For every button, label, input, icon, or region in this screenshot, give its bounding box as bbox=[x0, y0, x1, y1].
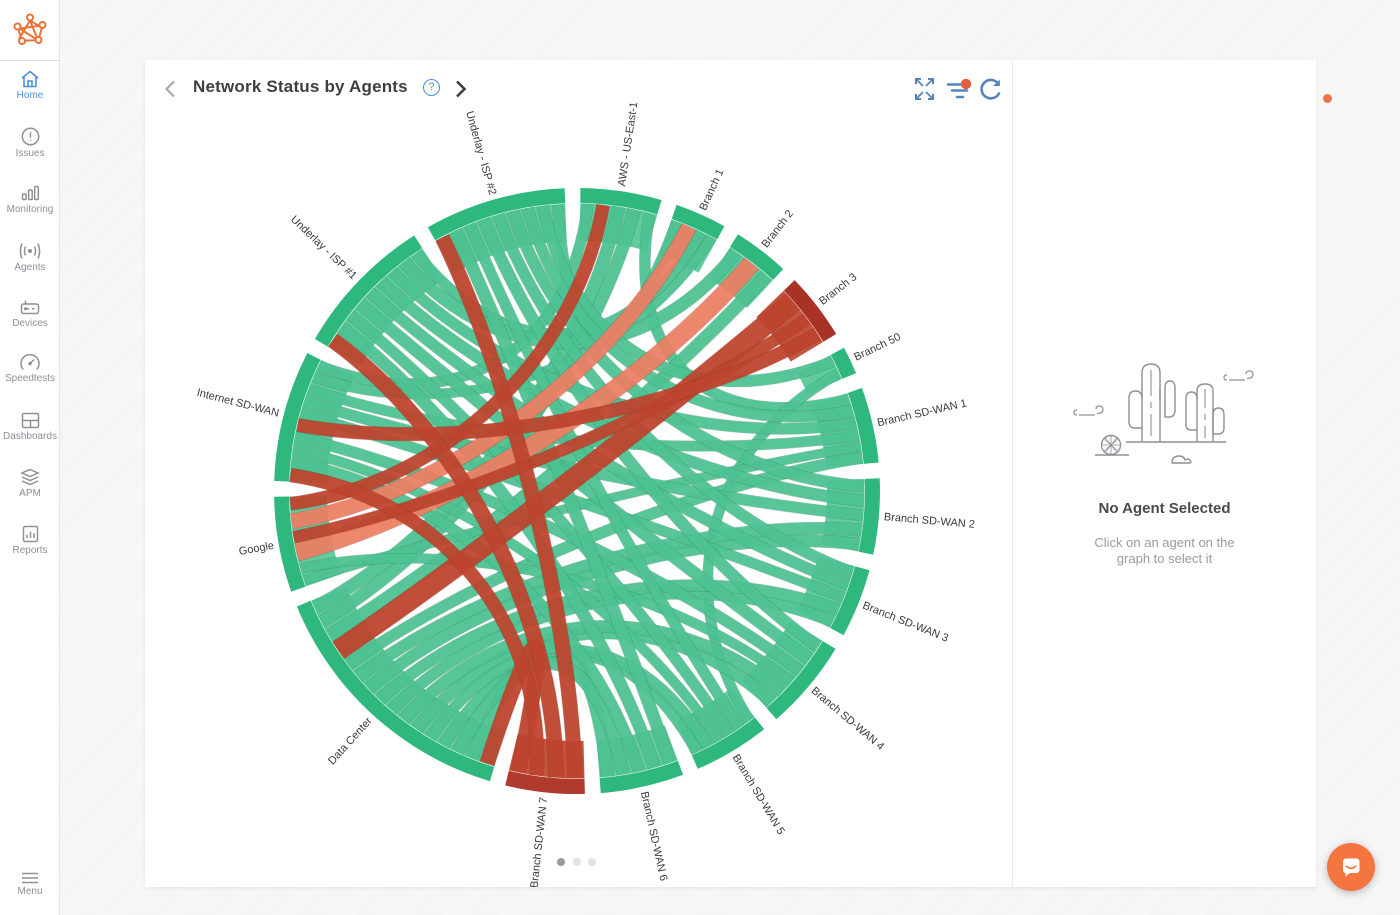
svg-text:Branch 50: Branch 50 bbox=[852, 331, 902, 363]
svg-text:Branch 1: Branch 1 bbox=[697, 167, 726, 212]
svg-text:Branch 3: Branch 3 bbox=[817, 271, 859, 307]
svg-text:Branch 2: Branch 2 bbox=[760, 208, 796, 250]
svg-text:Google: Google bbox=[238, 540, 275, 558]
svg-text:Underlay - ISP #2: Underlay - ISP #2 bbox=[463, 110, 498, 197]
svg-text:Branch SD-WAN 7: Branch SD-WAN 7 bbox=[529, 797, 551, 887]
svg-text:Branch SD-WAN 6: Branch SD-WAN 6 bbox=[638, 790, 669, 882]
svg-text:Internet SD-WAN: Internet SD-WAN bbox=[195, 387, 280, 420]
svg-text:Data Center: Data Center bbox=[326, 715, 375, 767]
svg-text:Underlay - ISP #1: Underlay - ISP #1 bbox=[288, 213, 359, 282]
svg-text:Branch SD-WAN 5: Branch SD-WAN 5 bbox=[730, 752, 787, 837]
svg-text:Branch SD-WAN 2: Branch SD-WAN 2 bbox=[883, 511, 975, 531]
svg-text:Branch SD-WAN 1: Branch SD-WAN 1 bbox=[876, 397, 968, 429]
svg-text:Branch SD-WAN 4: Branch SD-WAN 4 bbox=[809, 685, 887, 753]
svg-text:Branch SD-WAN 3: Branch SD-WAN 3 bbox=[861, 600, 950, 645]
